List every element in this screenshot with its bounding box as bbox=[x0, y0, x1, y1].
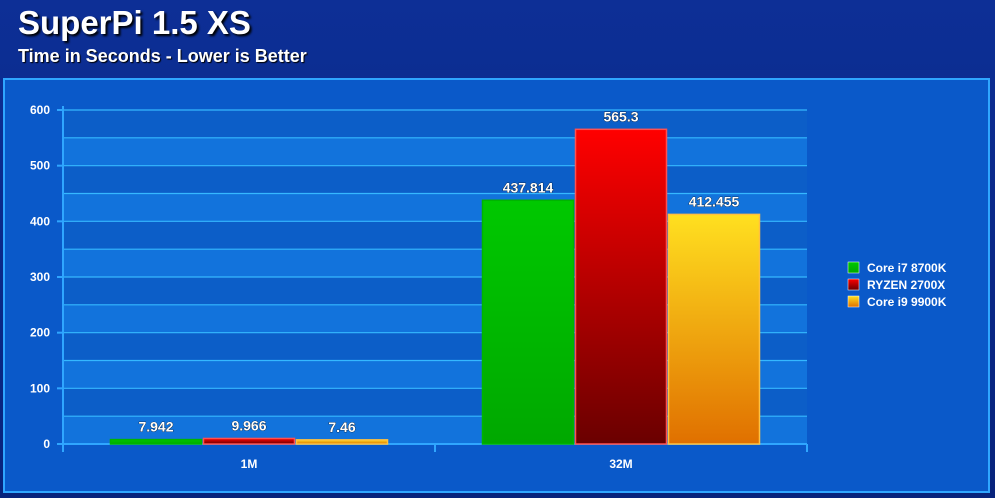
legend-swatch bbox=[847, 295, 860, 308]
bar bbox=[481, 199, 575, 445]
chart-subtitle: Time in Seconds - Lower is Better bbox=[18, 46, 307, 66]
data-label: 565.3 bbox=[603, 108, 638, 124]
bar bbox=[202, 437, 296, 445]
x-tick-label: 1M bbox=[241, 457, 258, 471]
legend: Core i7 8700K RYZEN 2700X Core i9 9900K bbox=[847, 261, 947, 309]
bar bbox=[295, 439, 389, 445]
plot-band bbox=[63, 165, 807, 194]
data-label: 9.966 bbox=[231, 417, 266, 433]
y-tick-label: 100 bbox=[30, 381, 50, 395]
legend-swatch bbox=[847, 278, 860, 291]
x-tick-label: 32M bbox=[609, 457, 632, 471]
plot-band bbox=[63, 110, 807, 138]
chart-title: SuperPi 1.5 XS bbox=[18, 4, 251, 41]
plot-band bbox=[63, 137, 807, 166]
data-label: 437.814 bbox=[503, 179, 554, 195]
chart-header: SuperPi 1.5 XS Time in Seconds - Lower i… bbox=[0, 0, 995, 76]
legend-label: RYZEN 2700X bbox=[867, 278, 945, 292]
data-label: 7.46 bbox=[328, 419, 355, 435]
y-tick-label: 600 bbox=[30, 103, 50, 117]
y-tick-label: 300 bbox=[30, 270, 50, 284]
bars bbox=[109, 128, 761, 445]
legend-label: Core i7 8700K bbox=[867, 261, 947, 275]
y-tick-label: 200 bbox=[30, 326, 50, 340]
data-labels: 7.942 9.966 7.46 437.814 565.3 412.455 bbox=[138, 108, 740, 435]
legend-label: Core i9 9900K bbox=[867, 295, 947, 309]
bar bbox=[667, 213, 761, 445]
y-tick-label: 400 bbox=[30, 214, 50, 228]
data-label: 412.455 bbox=[689, 193, 740, 209]
legend-swatch bbox=[847, 261, 860, 274]
bar bbox=[109, 438, 203, 445]
y-tick-label: 500 bbox=[30, 159, 50, 173]
bar bbox=[574, 128, 668, 445]
y-tick-label: 0 bbox=[43, 437, 50, 451]
data-label: 7.942 bbox=[138, 419, 173, 435]
